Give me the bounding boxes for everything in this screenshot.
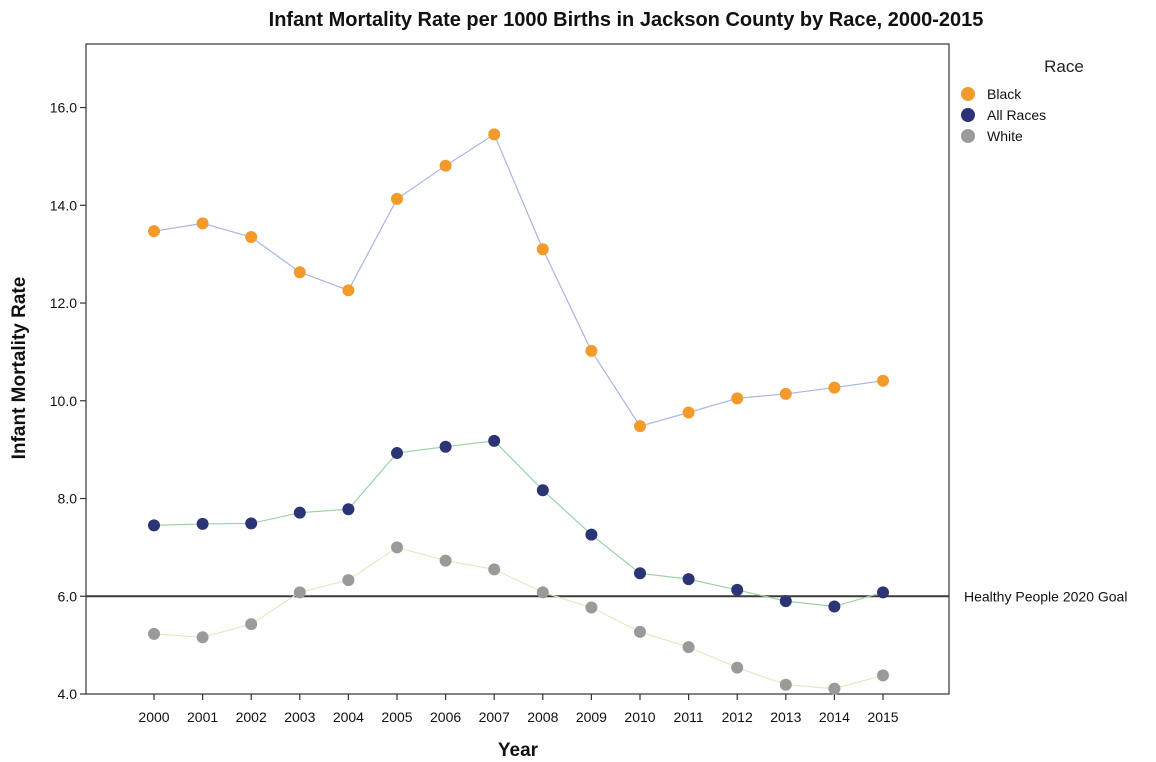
point-all-races [828,600,841,613]
point-all-races [779,595,792,608]
point-black [779,387,792,400]
legend-label-black: Black [987,86,1022,102]
point-black [488,128,501,141]
y-axis-label: Infant Mortality Rate [9,277,30,460]
x-axis-ticks: 2000 2001 2002 2003 2004 2005 2006 2007 2008 2009… [138,694,899,725]
point-all-races [488,434,501,447]
x-tick-label: 2014 [819,709,850,725]
plot-area [85,43,950,695]
point-all-races [245,517,258,530]
x-tick-label: 2005 [381,709,412,725]
legend-label-all-races: All Races [987,107,1046,123]
point-black [148,225,160,238]
point-all-races [536,484,549,497]
point-white [682,641,695,654]
x-tick-label: 2008 [527,709,558,725]
point-all-races [342,503,355,516]
x-tick-label: 2015 [867,709,898,725]
point-white [585,601,598,614]
x-tick-label: 2003 [284,709,315,725]
y-tick-label: 8.0 [58,491,78,507]
y-axis-ticks: 4.0 6.0 8.0 10.0 12.0 14.0 16.0 [50,100,86,702]
y-tick-label: 14.0 [50,197,77,213]
point-black [682,406,695,419]
legend-marker-black [961,87,975,101]
point-black [245,231,258,244]
series-line-white [153,546,884,690]
x-tick-label: 2011 [674,709,704,725]
x-tick-label: 2010 [624,709,655,725]
x-tick-label: 2012 [722,709,753,725]
legend-title: Race [1044,57,1084,76]
series-line-black [153,133,884,427]
point-all-races [293,506,306,519]
reference-line-label: Healthy People 2020 Goal [964,588,1127,604]
point-all-races [731,583,744,596]
point-white [488,563,501,576]
point-all-races [148,519,160,532]
x-tick-label: 2002 [236,709,267,725]
y-tick-label: 10.0 [50,393,77,409]
point-white [536,586,549,599]
point-all-races [439,440,452,453]
point-white [245,618,258,631]
legend: Race Black All Races White [961,57,1084,144]
point-white [779,678,792,691]
point-white [731,661,744,674]
point-black [585,344,598,357]
series-points [148,128,889,695]
point-all-races [634,567,646,580]
point-black [731,392,744,405]
point-black [877,374,889,387]
series-lines [153,133,884,690]
point-white [877,669,889,682]
point-white [148,627,160,640]
y-tick-label: 12.0 [50,295,77,311]
x-tick-label: 2009 [576,709,607,725]
x-tick-label: 2006 [430,709,461,725]
series-line-all-races [153,440,884,608]
point-all-races [877,586,889,599]
point-white [293,586,306,599]
point-white [439,554,452,567]
point-all-races [196,517,209,530]
legend-marker-all-races [961,108,975,122]
point-black [536,243,549,256]
point-all-races [391,447,403,460]
point-white [391,541,403,554]
x-tick-label: 2000 [138,709,169,725]
point-black [196,217,209,230]
x-tick-label: 2001 [187,709,218,725]
y-tick-label: 16.0 [50,100,77,116]
point-white [828,682,841,695]
chart-title: Infant Mortality Rate per 1000 Births in… [269,9,984,31]
point-all-races [585,528,598,541]
x-tick-label: 2004 [333,709,364,725]
x-tick-label: 2013 [770,709,801,725]
point-black [634,420,646,433]
point-black [828,381,841,394]
point-all-races [682,573,695,586]
x-axis-label: Year [498,740,539,761]
point-white [196,631,209,644]
point-black [391,192,403,205]
y-tick-label: 4.0 [58,686,78,702]
legend-label-white: White [987,128,1023,144]
legend-marker-white [961,129,975,143]
x-tick-label: 2007 [479,709,510,725]
point-white [634,625,646,638]
y-tick-label: 6.0 [58,588,78,604]
point-black [293,266,306,279]
point-black [439,159,452,172]
point-black [342,284,355,297]
point-white [342,574,355,587]
